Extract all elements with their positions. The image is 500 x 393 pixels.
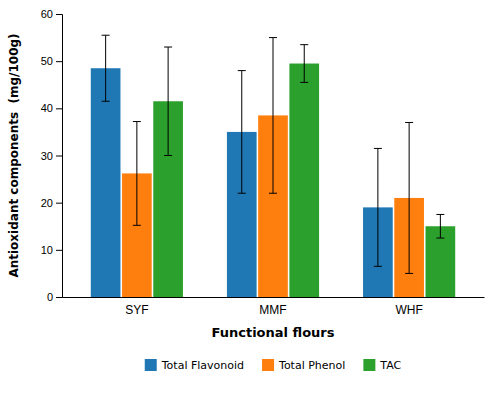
tick-label: 60 [41, 8, 53, 20]
tick: 0 [47, 291, 62, 303]
y-axis-title: Antioxidant components (mg/100g) [7, 33, 21, 277]
legend-swatch [363, 359, 375, 371]
legend-swatch [262, 359, 274, 371]
legend-item: TAC [363, 359, 401, 372]
axis-line [63, 297, 485, 298]
series [122, 38, 424, 297]
tick: WHF [395, 303, 422, 317]
tick-label: 10 [41, 244, 53, 256]
tick-label: MMF [259, 303, 286, 317]
tick-label: SYF [125, 303, 148, 317]
tick: 50 [41, 55, 62, 67]
error-bar [405, 122, 413, 273]
chart: 0 10 20 30 40 50 60 SYF MMF WHF Functional flours A… [0, 0, 500, 393]
tick: 40 [41, 102, 62, 114]
tick-label: 0 [47, 291, 53, 303]
tick-label: WHF [395, 303, 422, 317]
legend-swatch [145, 359, 157, 371]
tick-mark [56, 61, 62, 62]
tick-label: 50 [41, 55, 53, 67]
legend-label: Total Flavonoid [161, 359, 244, 372]
x-axis-title: Functional flours [211, 325, 334, 340]
axis-line [56, 15, 63, 298]
tick-mark [56, 297, 62, 298]
error-bar [102, 35, 110, 101]
tick: 30 [41, 150, 62, 162]
tick-mark [56, 250, 62, 251]
tick-mark [56, 203, 62, 204]
tick-mark [56, 14, 62, 15]
legend-label: TAC [379, 359, 401, 372]
series [91, 35, 393, 297]
series [153, 45, 455, 297]
error-bar [238, 71, 246, 194]
tick-label: 30 [41, 150, 53, 162]
legend-item: Total Phenol [262, 359, 345, 372]
tick-mark [56, 108, 62, 109]
error-bar [164, 47, 172, 155]
tick-label: 20 [41, 197, 53, 209]
error-bar [300, 45, 308, 83]
tick: 60 [41, 8, 62, 20]
error-bar [374, 148, 382, 266]
tick: 10 [41, 244, 62, 256]
error-bar [133, 122, 141, 226]
legend-label: Total Phenol [278, 359, 345, 372]
tick-mark [56, 156, 62, 157]
bar [91, 68, 121, 297]
bars [91, 35, 455, 297]
legend-item: Total Flavonoid [145, 359, 244, 372]
legend: Total Flavonoid Total Phenol TAC [145, 359, 402, 372]
error-bar [269, 38, 277, 194]
tick-label: 40 [41, 102, 53, 114]
tick: 20 [41, 197, 62, 209]
plot-area: 0 10 20 30 40 50 60 SYF MMF WHF [41, 8, 485, 317]
tick: MMF [259, 303, 286, 317]
bar [289, 64, 319, 297]
x-axis: SYF MMF WHF [63, 298, 485, 317]
error-bar [436, 214, 444, 238]
y-axis: 0 10 20 30 40 50 60 [41, 8, 63, 303]
tick: SYF [125, 303, 148, 317]
